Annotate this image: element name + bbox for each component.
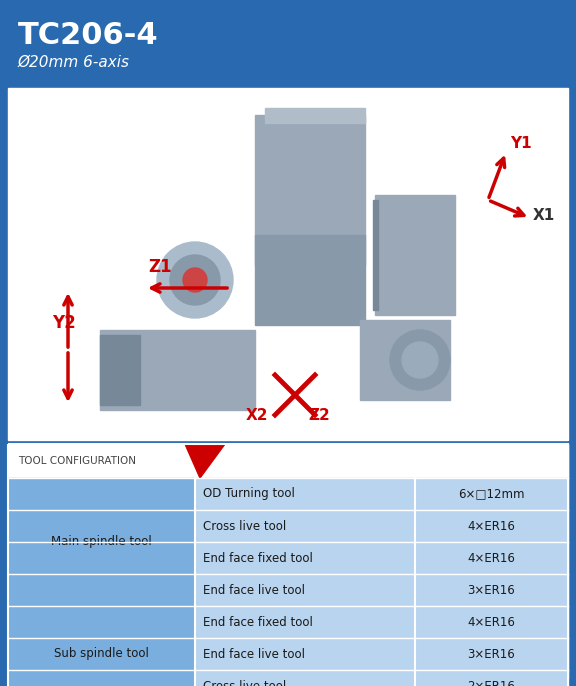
Text: 3×ER16: 3×ER16 — [468, 584, 516, 597]
Text: 4×ER16: 4×ER16 — [468, 552, 516, 565]
Circle shape — [183, 268, 207, 292]
Bar — [195, 670, 414, 686]
Bar — [100, 330, 255, 410]
Bar — [415, 606, 568, 638]
Circle shape — [170, 255, 220, 305]
Text: Sub spindle tool: Sub spindle tool — [54, 648, 149, 661]
Text: 4×ER16: 4×ER16 — [468, 615, 516, 628]
Text: OD Turning tool: OD Turning tool — [203, 488, 295, 501]
Bar — [8, 606, 194, 686]
Text: End face live tool: End face live tool — [203, 648, 305, 661]
Text: End face fixed tool: End face fixed tool — [203, 552, 313, 565]
Bar — [100, 335, 140, 405]
Bar — [195, 574, 414, 606]
Text: TOOL CONFIGURATION: TOOL CONFIGURATION — [18, 456, 136, 466]
Text: 6×□12mm: 6×□12mm — [458, 488, 525, 501]
Text: Y2: Y2 — [52, 314, 76, 332]
Circle shape — [157, 242, 233, 318]
Text: Z2: Z2 — [308, 408, 329, 423]
Bar — [375, 195, 455, 315]
Bar — [8, 444, 568, 686]
Text: End face fixed tool: End face fixed tool — [203, 615, 313, 628]
Text: Z1: Z1 — [148, 258, 172, 276]
Bar — [8, 478, 194, 606]
Text: Ø20mm 6-axis: Ø20mm 6-axis — [18, 54, 130, 69]
Bar — [195, 606, 414, 638]
Bar — [195, 638, 414, 670]
Text: 2×ER16: 2×ER16 — [468, 680, 516, 686]
Bar — [415, 574, 568, 606]
Bar — [415, 510, 568, 542]
Bar — [415, 638, 568, 670]
Text: TC206-4: TC206-4 — [18, 21, 158, 49]
Bar — [255, 115, 365, 265]
Bar — [373, 200, 378, 310]
Bar — [8, 444, 568, 478]
Bar — [360, 320, 450, 400]
Bar — [195, 478, 414, 510]
Polygon shape — [0, 0, 340, 88]
Text: Cross live tool: Cross live tool — [203, 519, 286, 532]
Bar — [195, 510, 414, 542]
Text: Cross live tool: Cross live tool — [203, 680, 286, 686]
Bar — [415, 542, 568, 574]
Text: 4×ER16: 4×ER16 — [468, 519, 516, 532]
Bar — [265, 108, 365, 123]
Text: Y1: Y1 — [510, 136, 532, 151]
Text: X1: X1 — [533, 208, 555, 223]
Text: End face live tool: End face live tool — [203, 584, 305, 597]
Text: X2: X2 — [246, 408, 268, 423]
Circle shape — [390, 330, 450, 390]
Circle shape — [402, 342, 438, 378]
Bar — [255, 235, 365, 325]
Bar — [8, 88, 568, 440]
Bar — [8, 444, 568, 678]
Bar — [415, 670, 568, 686]
Bar — [195, 542, 414, 574]
Text: 3×ER16: 3×ER16 — [468, 648, 516, 661]
Bar — [415, 478, 568, 510]
Polygon shape — [185, 444, 225, 478]
Text: Main spindle tool: Main spindle tool — [51, 536, 151, 549]
